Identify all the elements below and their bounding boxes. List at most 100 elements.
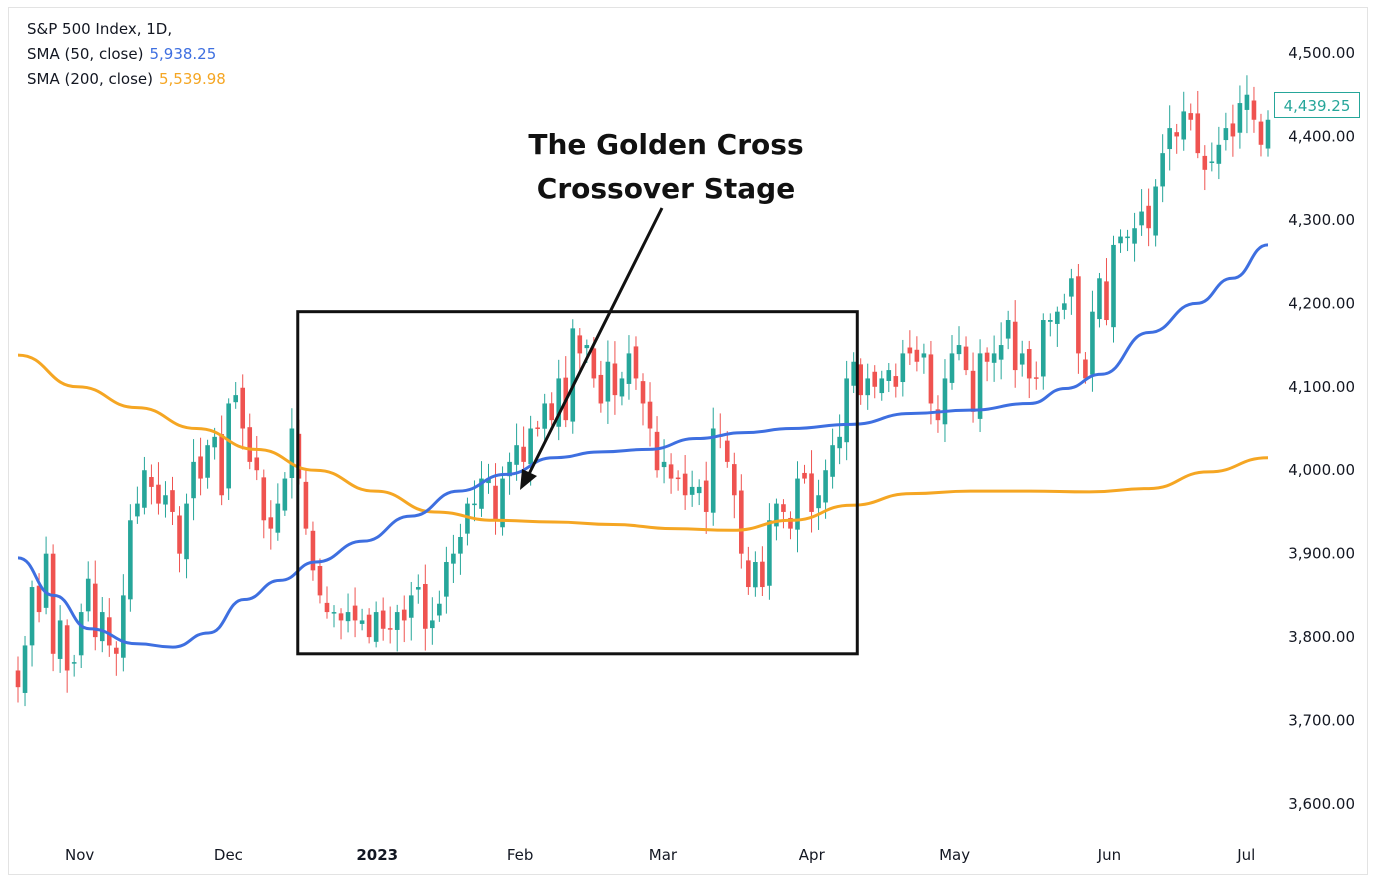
candle-down xyxy=(781,504,786,512)
candle-down xyxy=(746,560,751,588)
candle-down xyxy=(984,352,990,362)
candle-up xyxy=(942,378,948,425)
candle-up xyxy=(1153,186,1158,236)
candle-up xyxy=(500,478,505,528)
candle-up xyxy=(886,370,892,382)
candle-up xyxy=(121,595,126,658)
candle-down xyxy=(114,647,119,654)
x-tick-label: 2023 xyxy=(356,846,398,864)
candle-up xyxy=(879,378,885,394)
candle-up xyxy=(184,503,189,560)
y-tick-label: 4,500.00 xyxy=(1288,44,1355,62)
symbol-line: S&P 500 Index, 1D, xyxy=(27,20,173,38)
candle-down xyxy=(668,464,674,479)
candle-down xyxy=(423,583,428,629)
candle-up xyxy=(689,486,695,495)
x-tick-label: Jun xyxy=(1097,846,1121,864)
candle-down xyxy=(156,484,161,504)
candle-up xyxy=(1167,128,1172,150)
candle-down xyxy=(612,363,618,396)
x-tick-label: Feb xyxy=(507,846,534,864)
candles-group xyxy=(15,75,1271,707)
candle-down xyxy=(647,401,653,429)
candle-up xyxy=(1209,161,1215,163)
candle-up xyxy=(1118,236,1123,244)
y-tick-label: 4,400.00 xyxy=(1288,127,1355,145)
y-tick-label: 3,800.00 xyxy=(1288,628,1355,646)
candle-up xyxy=(991,353,997,363)
candle-up xyxy=(1090,311,1095,375)
candle-down xyxy=(654,431,660,471)
candle-up xyxy=(135,503,140,517)
candle-down xyxy=(1012,321,1018,371)
candle-down xyxy=(50,553,56,654)
x-tick-label: Mar xyxy=(649,846,678,864)
candle-up xyxy=(830,445,835,477)
candle-up xyxy=(71,662,77,664)
candle-down xyxy=(268,517,274,529)
candle-up xyxy=(430,620,435,629)
candle-up xyxy=(458,536,463,554)
candle-down xyxy=(731,464,737,496)
candle-down xyxy=(724,440,730,462)
candle-up xyxy=(275,503,281,533)
candle-down xyxy=(1195,113,1201,154)
candle-down xyxy=(1026,349,1032,379)
candle-down xyxy=(254,457,260,471)
candle-down xyxy=(380,610,386,629)
candle-up xyxy=(753,562,758,588)
candle-up xyxy=(437,603,442,616)
candle-up xyxy=(710,428,716,513)
candle-down xyxy=(893,376,899,387)
candle-up xyxy=(584,345,590,349)
candle-up xyxy=(142,470,147,508)
candle-down xyxy=(549,403,555,421)
candle-down xyxy=(149,477,154,487)
candle-up xyxy=(823,470,828,503)
candle-up xyxy=(1055,311,1060,324)
chart-frame xyxy=(8,7,1368,875)
sma-50-line xyxy=(17,243,1269,649)
sma-200-label: SMA (200, close) xyxy=(27,70,153,88)
candle-down xyxy=(1033,377,1039,379)
candle-down xyxy=(914,349,920,362)
candle-down xyxy=(535,427,540,429)
candle-down xyxy=(1258,121,1264,145)
candle-down xyxy=(338,613,344,621)
candle-up xyxy=(394,612,400,630)
candle-up xyxy=(1097,278,1102,320)
candle-up xyxy=(774,503,779,527)
sma-200-legend: SMA (200, close) 5,539.98 xyxy=(27,70,226,88)
candle-up xyxy=(29,587,35,646)
sma-200-value: 5,539.98 xyxy=(159,70,226,88)
candle-down xyxy=(809,473,814,512)
candle-up xyxy=(1160,153,1165,187)
candle-down xyxy=(247,427,253,462)
last-price-tag: 4,439.25 xyxy=(1274,92,1360,118)
candle-down xyxy=(240,387,246,429)
candle-down xyxy=(352,605,358,621)
candle-down xyxy=(1202,155,1208,170)
candle-up xyxy=(472,503,477,506)
candle-down xyxy=(963,346,969,371)
candle-up xyxy=(844,378,849,443)
candle-up xyxy=(205,445,210,478)
candle-down xyxy=(310,530,316,571)
candle-down xyxy=(92,583,98,638)
candle-down xyxy=(521,446,526,462)
candle-up xyxy=(345,612,351,622)
candle-up xyxy=(451,553,456,564)
candle-down xyxy=(198,456,203,479)
candle-up xyxy=(696,486,702,494)
candle-up xyxy=(1223,128,1229,141)
candle-up xyxy=(514,445,519,465)
candle-up xyxy=(1265,119,1271,149)
candle-down xyxy=(739,490,744,554)
candle-down xyxy=(36,585,42,613)
candle-up xyxy=(661,461,667,468)
candle-up xyxy=(528,428,533,465)
candle-up xyxy=(921,353,927,358)
candle-down xyxy=(317,565,323,596)
y-tick-label: 3,900.00 xyxy=(1288,545,1355,563)
